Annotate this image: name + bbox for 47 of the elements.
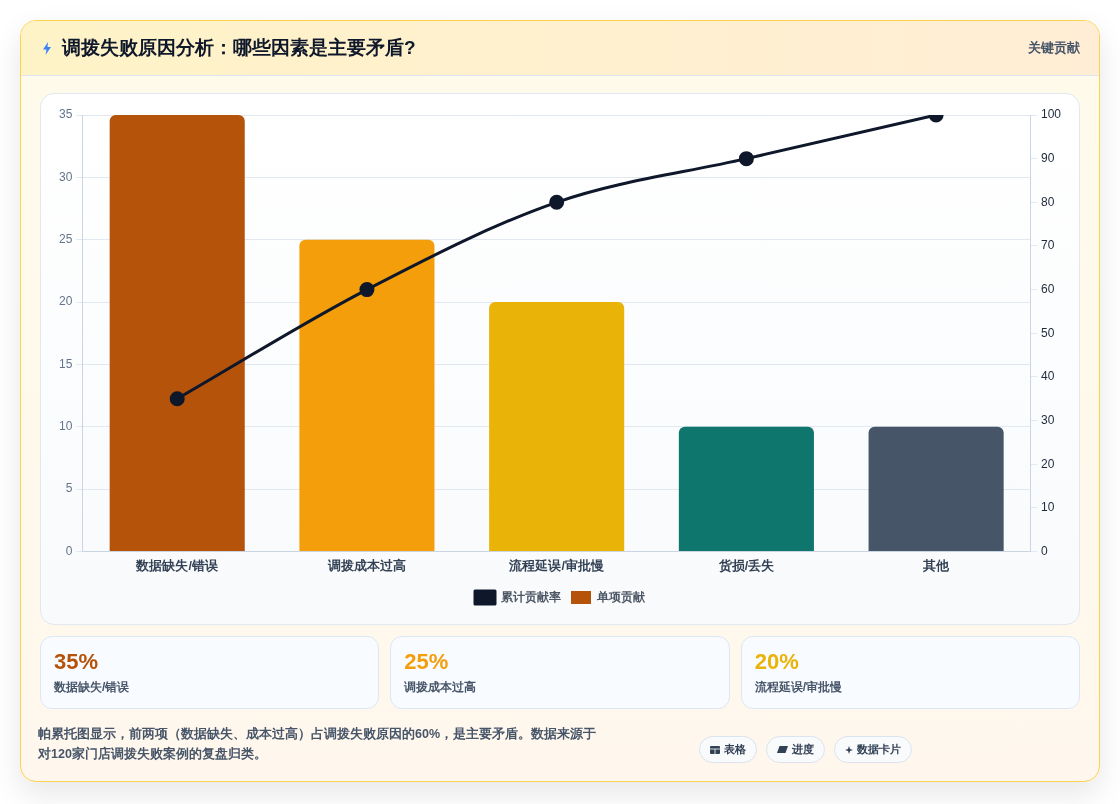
y-tick-label: 10: [58, 419, 73, 434]
chart-subtitle: 关键贡献: [1028, 39, 1080, 57]
text: 帕累托图显示，前两项（数据缺失、成本过高）占调拨失败原因的60%，是主要矛盾。数据来源于对120家门店调拨失败案例的复盘归类。: [38, 725, 598, 763]
point: [738, 151, 754, 167]
y-tick-label: 30: [58, 169, 73, 184]
y2-tick-label: 30: [1040, 412, 1055, 427]
text: 数据缺失/错误: [54, 679, 131, 695]
y2-tick-label: 100: [1040, 107, 1062, 122]
y-tick-label: 20: [58, 294, 73, 309]
x-tick-label: 货损/丢失: [717, 557, 775, 573]
x-tick-label: 流程延误/审批慢: [508, 557, 604, 573]
point: [549, 194, 565, 210]
chart-title: 调拨失败原因分析：哪些因素是主要矛盾?: [62, 36, 416, 60]
point: [169, 391, 185, 407]
y2-tick-label: 20: [1040, 456, 1055, 471]
y-tick-label: 0: [65, 543, 73, 558]
y2-tick-label: 10: [1040, 500, 1055, 515]
bar: [678, 426, 814, 551]
bar: [868, 426, 1004, 551]
y-tick-label: 25: [58, 232, 73, 247]
y2-tick-label: 0: [1040, 543, 1048, 558]
bar: [299, 239, 435, 551]
text: 流程延误/审批慢: [754, 679, 843, 695]
bar: [489, 302, 625, 551]
x-tick-label: 其他: [922, 558, 951, 573]
y-tick-label: 5: [65, 481, 73, 496]
text: 20%: [754, 649, 800, 675]
y2-tick-label: 50: [1040, 325, 1055, 340]
text: 表格: [724, 742, 746, 757]
x-tick-label: 调拨成本过高: [326, 557, 406, 573]
text: 35%: [54, 649, 100, 675]
text: 进度: [792, 742, 814, 757]
point: [359, 282, 375, 298]
y2-tick-label: 80: [1040, 194, 1055, 209]
y2-tick-label: 40: [1040, 369, 1055, 384]
y2-tick-label: 60: [1040, 281, 1055, 296]
text: 数据卡片: [857, 742, 901, 757]
x-tick-label: 数据缺失/错误: [135, 558, 219, 573]
legend-label: 单项贡献: [596, 589, 646, 604]
text: 调拨成本过高: [404, 679, 478, 695]
y-tick-label: 15: [58, 356, 73, 371]
y2-tick-label: 90: [1040, 150, 1055, 165]
text: 25%: [404, 649, 450, 675]
legend-label: 累计贡献率: [500, 589, 561, 604]
y2-tick-label: 70: [1040, 238, 1055, 253]
y-tick-label: 35: [58, 107, 73, 122]
bar: [109, 115, 245, 551]
